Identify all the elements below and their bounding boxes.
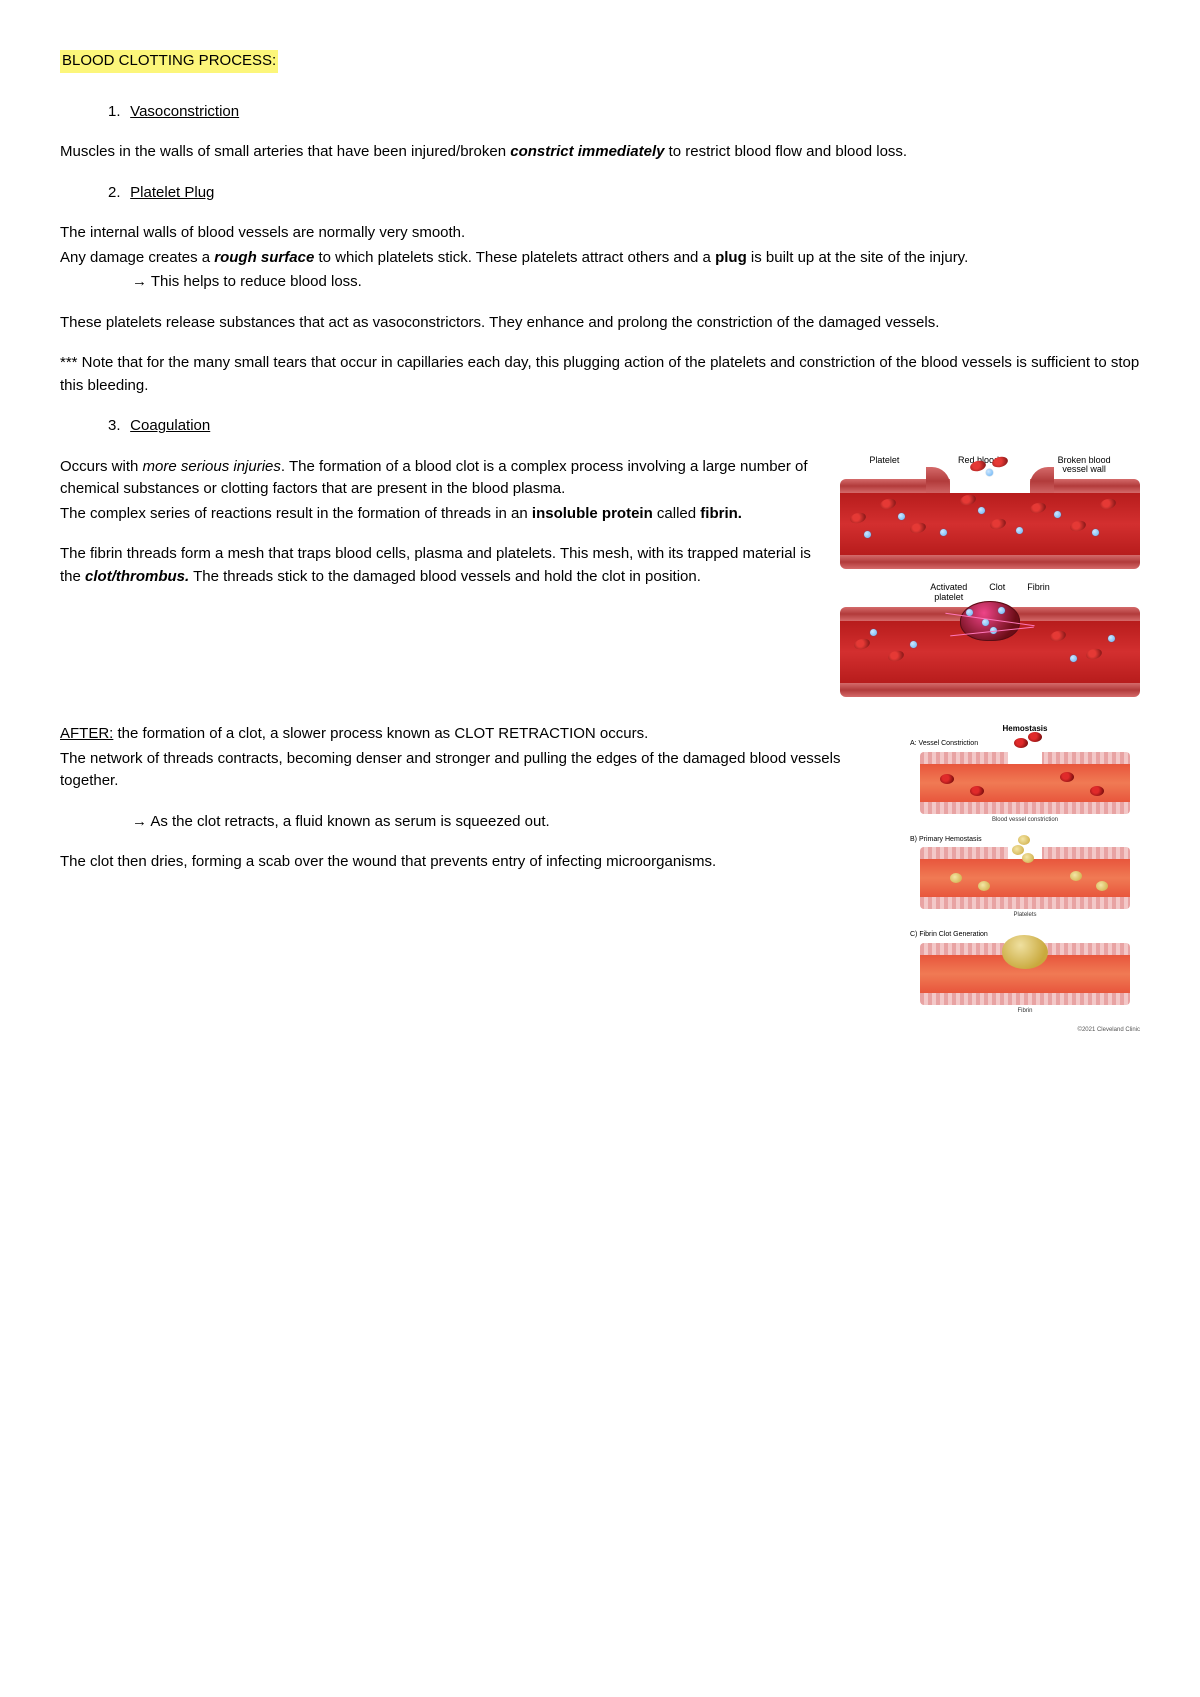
s3-p2b: insoluble protein (532, 505, 653, 522)
step-1-num: 1. (108, 101, 126, 124)
s3-p1b: more serious injuries (143, 458, 281, 475)
hemo-title: Hemostasis (910, 723, 1140, 735)
s3-p2c: called (653, 505, 701, 522)
s3-p3c: The threads stick to the damaged blood v… (189, 568, 701, 585)
s3-p2: The complex series of reactions result i… (60, 503, 824, 526)
step-3-heading: 3. Coagulation (108, 415, 1140, 438)
hemo-stage-b: B) Primary Hemostasis Platelets (910, 835, 1140, 921)
after-p1t: the formation of a clot, a slower proces… (113, 725, 648, 742)
step-2-num: 2. (108, 182, 126, 205)
s3-p2d: fibrin. (700, 505, 742, 522)
vessel-clotted (840, 607, 1140, 697)
s2-note: *** Note that for the many small tears t… (60, 352, 1140, 397)
after-p3: The clot then dries, forming a scab over… (60, 851, 894, 874)
step-2-heading: 2. Platelet Plug (108, 182, 1140, 205)
hemo-credit: ©2021 Cleveland Clinic (910, 1026, 1140, 1035)
step-1-heading: 1. Vasoconstriction (108, 101, 1140, 124)
s2-p2e: is built up at the site of the injury. (747, 249, 969, 266)
title-text: BLOOD CLOTTING PROCESS: (60, 50, 278, 73)
s1-p1c: to restrict blood flow and blood loss. (664, 143, 907, 160)
step-3-label: Coagulation (130, 417, 210, 434)
hemo-stage-a-sub: Blood vessel constriction (910, 816, 1140, 825)
figure-hemostasis: Hemostasis A: Vessel Constriction Blood … (910, 723, 1140, 1035)
vessel-broken (840, 479, 1140, 569)
fig1-label-fibrin: Fibrin (1027, 583, 1050, 603)
s2-p2: Any damage creates a rough surface to wh… (60, 247, 1140, 270)
s2-p3: These platelets release substances that … (60, 312, 1140, 335)
after-p2: The network of threads contracts, becomi… (60, 748, 894, 793)
s2-p1: The internal walls of blood vessels are … (60, 222, 1140, 245)
hemo-stage-a: A: Vessel Constriction Blood vessel cons… (910, 739, 1140, 825)
s3-p3: The fibrin threads form a mesh that trap… (60, 543, 824, 588)
s1-p1: Muscles in the walls of small arteries t… (60, 141, 1140, 164)
s2-p2c: to which platelets stick. These platelet… (314, 249, 715, 266)
s2-arrow: → This helps to reduce blood loss. (132, 271, 1140, 294)
step-2-label: Platelet Plug (130, 184, 214, 201)
step-1-label: Vasoconstriction (130, 103, 239, 120)
s3-p3b: clot/thrombus. (85, 568, 189, 585)
hemo-stage-b-sub: Platelets (910, 911, 1140, 920)
s3-p1: Occurs with more serious injuries. The f… (60, 456, 824, 501)
after-arrow: → As the clot retracts, a fluid known as… (132, 811, 894, 834)
figure-coagulation: Platelet Red blood cell Broken blood ves… (840, 456, 1140, 698)
s3-p1a: Occurs with (60, 458, 143, 475)
fig1-label-actplt: Activated platelet (930, 583, 967, 603)
s2-p2a: Any damage creates a (60, 249, 214, 266)
s3-p2a: The complex series of reactions result i… (60, 505, 532, 522)
s1-p1b: constrict immediately (510, 143, 664, 160)
hemo-stage-c-sub: Fibrin (910, 1007, 1140, 1016)
after-h: AFTER: (60, 725, 113, 742)
s2-p2d: plug (715, 249, 747, 266)
hemo-stage-c: C) Fibrin Clot Generation Fibrin (910, 930, 1140, 1016)
step-3-num: 3. (108, 415, 126, 438)
after-p1: AFTER: the formation of a clot, a slower… (60, 723, 894, 746)
s2-p2b: rough surface (214, 249, 314, 266)
s1-p1a: Muscles in the walls of small arteries t… (60, 143, 510, 160)
page-title: BLOOD CLOTTING PROCESS: (60, 50, 1140, 73)
fig1-label-wall: Broken blood vessel wall (1058, 456, 1111, 476)
fig1-label-platelet: Platelet (869, 456, 899, 476)
